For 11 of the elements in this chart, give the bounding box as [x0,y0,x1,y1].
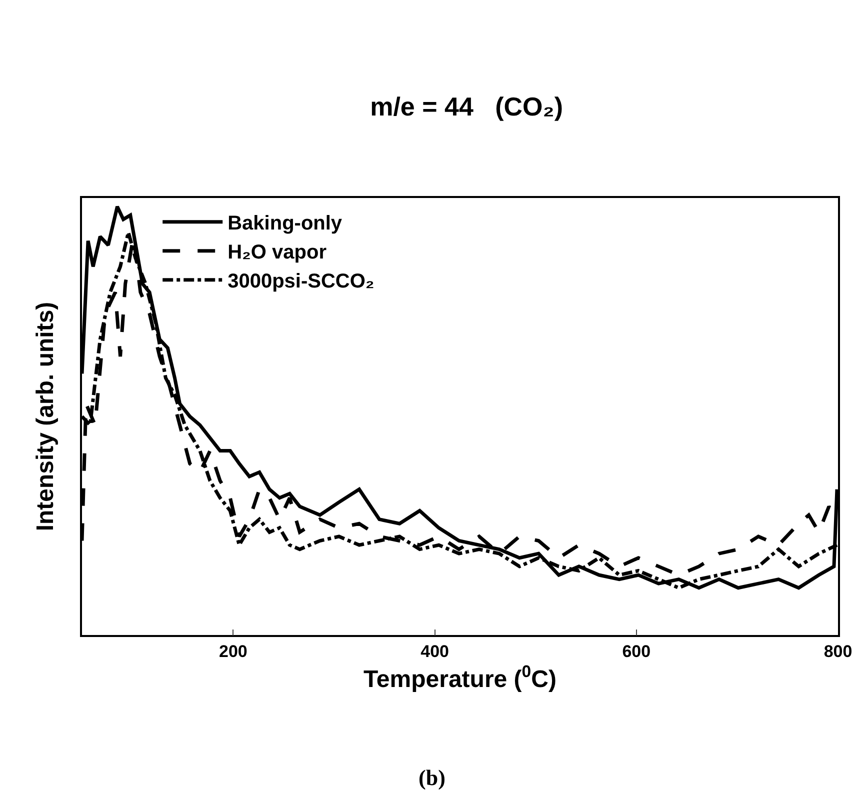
legend-label: 3000psi-SCCO₂ [228,270,374,293]
text: (b) [418,765,446,791]
x-axis-title: Temperature ($^{0}$C) [364,662,556,693]
x-tick-label: 600 [622,642,651,662]
legend-label: H₂O vapor [228,242,327,264]
legend-label: Baking-only [228,212,343,235]
x-tick-label: 400 [420,642,449,662]
chart-title: m/e = 44 (CO₂) [370,92,564,122]
x-tick-label: 200 [219,642,248,662]
y-axis-title: Intensity (arb. units) [32,302,59,532]
x-tick-label: 800 [824,642,852,662]
